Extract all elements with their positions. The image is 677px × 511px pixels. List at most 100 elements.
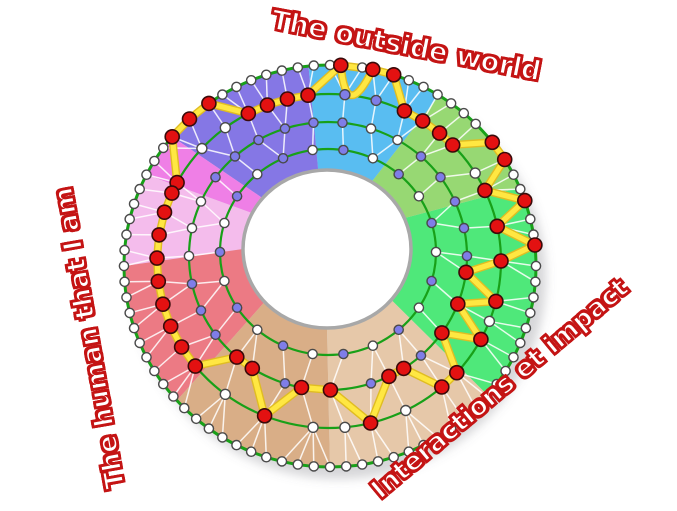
node-red xyxy=(431,125,448,141)
node-white xyxy=(196,142,208,155)
node-white xyxy=(367,340,379,352)
node-white xyxy=(418,81,429,93)
node-red xyxy=(240,105,257,122)
node-white xyxy=(528,292,539,303)
node-red xyxy=(449,296,466,312)
node-white xyxy=(530,276,541,288)
node-white xyxy=(500,365,511,377)
node-white xyxy=(186,222,198,234)
node-white xyxy=(470,402,482,414)
node-purple xyxy=(449,196,461,207)
node-white xyxy=(118,260,130,272)
node-white xyxy=(217,89,228,100)
node-red xyxy=(473,331,489,348)
node-red xyxy=(256,407,273,424)
node-white xyxy=(141,169,152,180)
node-white xyxy=(119,244,130,256)
node-red xyxy=(181,111,198,127)
node-purple xyxy=(461,250,473,262)
node-white xyxy=(217,432,228,443)
node-white xyxy=(149,155,160,167)
node-red xyxy=(458,264,474,281)
node-white xyxy=(324,461,336,473)
node-red xyxy=(162,318,179,335)
node-white xyxy=(458,413,470,425)
node-red xyxy=(151,227,167,243)
node-red xyxy=(381,368,397,385)
node-white xyxy=(231,81,242,93)
node-white xyxy=(183,250,195,262)
node-white xyxy=(292,62,304,73)
node-red xyxy=(488,293,504,310)
node-purple xyxy=(365,378,377,389)
node-red xyxy=(229,349,245,365)
node-white xyxy=(276,65,288,76)
node-white xyxy=(308,461,320,472)
node-white xyxy=(219,275,230,287)
node-white xyxy=(260,451,272,463)
node-purple xyxy=(308,117,319,128)
node-white xyxy=(124,213,135,225)
node-purple xyxy=(210,171,221,183)
node-purple xyxy=(393,324,405,336)
node-white xyxy=(276,456,288,467)
node-white xyxy=(515,337,526,349)
node-red xyxy=(444,137,461,153)
node-red xyxy=(164,129,180,145)
node-white xyxy=(365,123,377,134)
node-purple xyxy=(338,348,349,360)
node-purple xyxy=(458,222,470,234)
node-purple xyxy=(277,340,289,352)
node-red xyxy=(527,237,543,253)
node-red xyxy=(259,97,276,113)
node-white xyxy=(491,378,503,390)
node-white xyxy=(403,446,415,458)
node-red xyxy=(150,273,167,290)
node-white xyxy=(400,404,412,417)
node-purple xyxy=(426,275,437,287)
node-purple xyxy=(426,217,437,229)
node-red xyxy=(187,358,204,374)
node-red xyxy=(279,91,296,107)
node-white xyxy=(430,246,442,258)
node-purple xyxy=(253,134,264,146)
node-white xyxy=(307,348,318,360)
node-white xyxy=(307,421,319,433)
node-red xyxy=(362,415,379,431)
node-white xyxy=(128,322,140,334)
node-white xyxy=(483,315,496,327)
node-white xyxy=(134,337,145,349)
node-white xyxy=(245,446,257,458)
node-white xyxy=(260,69,272,81)
node-purple xyxy=(435,171,446,183)
node-white xyxy=(367,152,379,164)
node-red xyxy=(433,379,450,395)
node-white xyxy=(307,144,318,156)
node-white xyxy=(157,142,169,154)
node-red xyxy=(496,151,513,168)
node-purple xyxy=(231,190,243,202)
node-white xyxy=(203,423,215,434)
node-white xyxy=(121,292,132,303)
node-white xyxy=(432,432,443,443)
node-white xyxy=(413,302,425,314)
node-white xyxy=(219,217,230,229)
node-white xyxy=(413,190,425,202)
node-red xyxy=(484,134,501,151)
node-purple xyxy=(195,305,207,316)
node-red xyxy=(201,95,217,112)
node-red xyxy=(293,379,310,396)
node-red xyxy=(396,103,413,119)
node-white xyxy=(508,169,519,180)
node-white xyxy=(508,351,519,363)
node-red xyxy=(414,113,431,129)
node-white xyxy=(141,351,152,363)
node-white xyxy=(339,421,351,433)
node-purple xyxy=(393,168,405,180)
node-red xyxy=(493,253,509,269)
node-white xyxy=(149,365,160,377)
node-white xyxy=(470,118,482,130)
node-white xyxy=(219,121,232,134)
node-red xyxy=(395,360,412,377)
